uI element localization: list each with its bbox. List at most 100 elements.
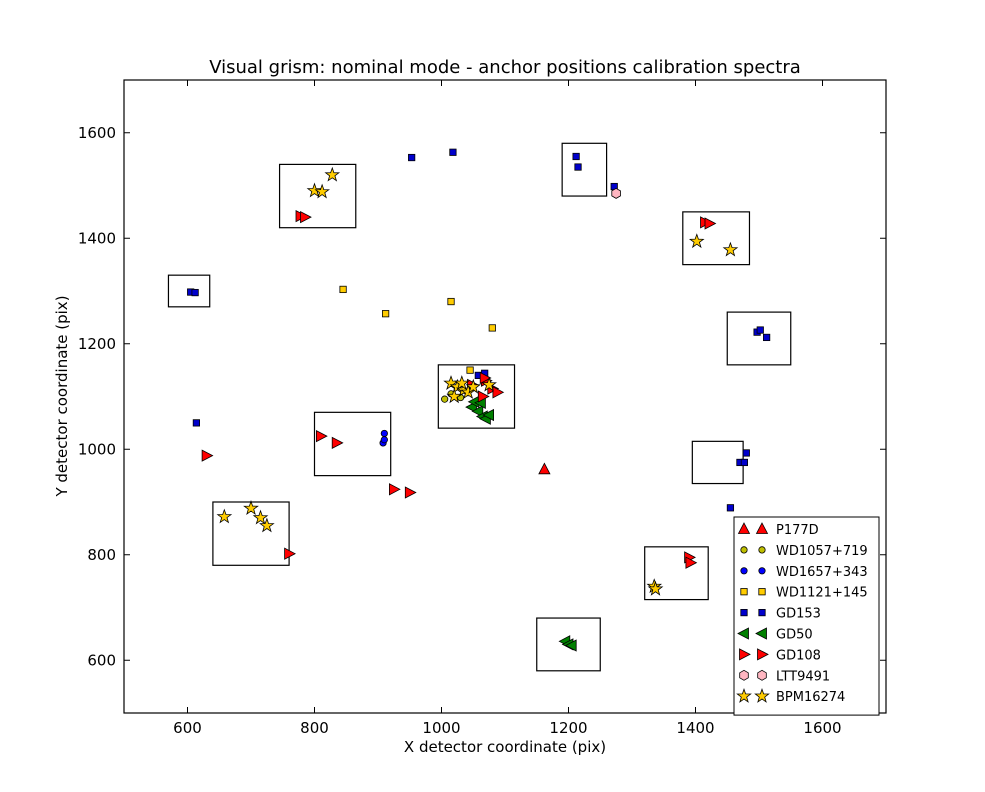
legend-label: GD153 xyxy=(776,607,821,622)
data-point xyxy=(252,509,269,525)
legend-marker xyxy=(758,609,766,617)
calibration-box xyxy=(437,364,516,429)
x-tick-label: 1200 xyxy=(549,719,587,737)
y-tick-label: 800 xyxy=(87,546,116,564)
axes-frame xyxy=(123,79,887,714)
legend-marker xyxy=(757,669,767,681)
series-ltt9491 xyxy=(611,187,621,199)
x-tick-label: 1600 xyxy=(803,719,841,737)
data-point xyxy=(191,288,199,297)
legend-marker xyxy=(740,546,748,554)
calibration-box xyxy=(726,311,792,366)
data-point xyxy=(488,324,496,332)
data-point xyxy=(300,210,312,224)
chart-title: Visual grism: nominal mode - anchor posi… xyxy=(209,57,801,78)
data-point xyxy=(465,378,482,394)
data-point xyxy=(339,285,347,294)
data-point xyxy=(454,375,470,391)
data-point xyxy=(216,508,233,524)
legend-marker xyxy=(757,648,769,661)
data-point xyxy=(382,310,390,318)
legend-marker xyxy=(755,627,767,640)
data-point xyxy=(740,458,748,467)
legend-marker xyxy=(740,588,748,596)
data-point xyxy=(192,419,200,427)
y-axis-label: Y detector coordinate (pix) xyxy=(53,295,71,497)
legend: P177D WD1057+719 WD1657+343 WD1121+145 GD153… xyxy=(733,516,880,716)
series-wd1121-145 xyxy=(339,285,496,374)
data-point xyxy=(404,486,417,499)
y-tick-label: 1600 xyxy=(78,124,116,142)
x-axis-label: X detector coordinate (pix) xyxy=(404,738,606,756)
data-point xyxy=(243,500,259,515)
series-bpm16274 xyxy=(216,166,739,596)
calibration-box xyxy=(682,211,751,266)
data-point xyxy=(441,395,449,403)
data-point xyxy=(742,449,750,457)
legend-marker xyxy=(754,687,770,703)
y-tick-label: 1200 xyxy=(78,335,116,353)
legend-marker xyxy=(758,546,766,554)
legend-label: WD1121+145 xyxy=(776,586,868,601)
data-point xyxy=(647,580,664,596)
x-tick-label: 600 xyxy=(173,719,202,737)
data-point xyxy=(763,333,771,342)
calibration-box xyxy=(278,163,357,229)
series-wd1657-343 xyxy=(379,429,388,447)
legend-marker xyxy=(740,609,748,617)
data-point xyxy=(306,182,323,198)
data-point xyxy=(564,639,577,652)
legend-marker xyxy=(736,687,752,703)
data-point xyxy=(704,217,717,230)
legend-label: GD108 xyxy=(776,648,821,663)
axes: 600 800 1000 1200 1400 1600 600 800 1000 1200 1400… xyxy=(78,79,887,737)
series-p177d xyxy=(538,462,551,475)
data-point xyxy=(446,388,463,404)
data-point xyxy=(324,166,341,182)
data-point xyxy=(479,371,492,385)
legend-marker xyxy=(739,648,751,661)
data-point xyxy=(201,449,214,462)
data-point xyxy=(314,183,330,199)
data-point xyxy=(447,297,455,306)
data-point xyxy=(408,153,416,162)
legend-frame xyxy=(733,516,880,716)
legend-label: WD1657+343 xyxy=(776,565,868,580)
data-point xyxy=(611,187,621,199)
legend-marker xyxy=(755,522,769,534)
legend-marker xyxy=(737,627,749,640)
legend-marker xyxy=(737,522,751,534)
legend-marker xyxy=(740,567,748,575)
calibration-box xyxy=(167,274,211,308)
plot-area xyxy=(167,142,792,672)
legend-marker xyxy=(758,588,766,596)
data-point xyxy=(482,408,495,422)
data-point xyxy=(722,241,739,257)
y-tick-label: 1400 xyxy=(78,229,116,247)
data-point xyxy=(466,366,474,374)
legend-label: LTT9491 xyxy=(776,669,830,684)
data-point xyxy=(492,386,505,399)
data-point xyxy=(284,547,296,560)
data-point xyxy=(380,429,388,438)
data-point xyxy=(331,436,344,450)
data-point xyxy=(449,148,457,156)
calibration-box xyxy=(313,411,392,477)
legend-marker xyxy=(739,669,749,681)
calibration-box xyxy=(644,546,709,601)
data-point xyxy=(471,405,484,418)
data-point xyxy=(481,376,497,392)
data-point xyxy=(688,233,705,249)
data-point xyxy=(259,517,275,533)
data-point xyxy=(538,462,551,475)
legend-marker xyxy=(758,567,766,575)
calibration-box xyxy=(561,142,608,197)
legend-label: GD50 xyxy=(776,628,813,643)
x-tick-label: 1000 xyxy=(422,719,460,737)
x-tick-label: 1400 xyxy=(676,719,714,737)
data-point xyxy=(726,504,735,512)
y-tick-label: 600 xyxy=(87,651,116,669)
data-point xyxy=(388,483,401,496)
data-point xyxy=(756,326,764,334)
